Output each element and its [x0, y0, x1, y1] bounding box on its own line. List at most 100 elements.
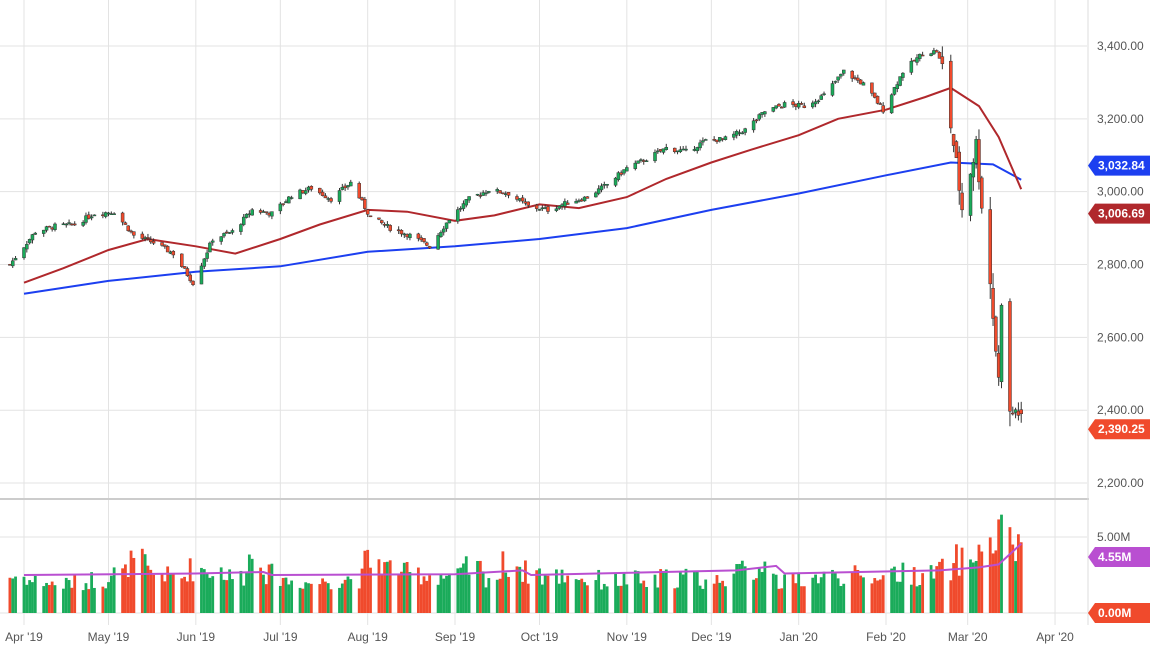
- candle-body: [64, 223, 69, 226]
- candle-body: [523, 201, 528, 204]
- candle-body: [112, 213, 116, 215]
- volume-bar: [893, 566, 896, 613]
- candle-body: [202, 258, 207, 267]
- volume-bar: [1000, 514, 1003, 613]
- volume-bar: [495, 579, 499, 613]
- candle-body: [180, 253, 184, 267]
- volume-bar: [132, 557, 136, 613]
- volume-bar: [163, 581, 167, 613]
- volume-bar: [1008, 527, 1012, 613]
- volume-bar: [447, 573, 451, 613]
- candle-body: [132, 231, 136, 236]
- volume-bar: [53, 585, 57, 613]
- candle-body: [977, 139, 981, 183]
- volume-bar: [205, 573, 209, 613]
- volume-bar: [797, 573, 801, 613]
- candle-body: [1016, 410, 1021, 416]
- volume-bar: [377, 559, 381, 613]
- volume-bar: [400, 571, 403, 613]
- volume-bar: [546, 575, 550, 613]
- candle-body: [241, 216, 246, 225]
- volume-bar: [763, 561, 767, 613]
- volume-bar: [743, 566, 747, 613]
- volume-bar: [909, 584, 913, 613]
- volume-bar: [605, 586, 609, 613]
- volume-bar: [811, 577, 815, 613]
- volume-bar: [121, 568, 124, 613]
- candle-body: [692, 149, 697, 151]
- volume-bar: [580, 578, 584, 613]
- volume-bar: [653, 574, 657, 613]
- candle-body: [143, 237, 147, 240]
- candle-body: [160, 242, 164, 246]
- candle-body: [458, 208, 463, 210]
- volume-bar: [684, 568, 688, 613]
- candle-body: [402, 233, 407, 236]
- candle-body: [915, 57, 919, 63]
- volume-bar: [822, 571, 826, 613]
- volume-bar: [442, 578, 446, 613]
- volume-bar: [850, 571, 854, 613]
- x-tick-label: Aug '19: [348, 630, 389, 644]
- x-tick-label: Jun '19: [177, 630, 216, 644]
- candle-body: [639, 159, 643, 161]
- volume-bar: [718, 582, 722, 613]
- ma-200-tag-shape: [1088, 155, 1150, 176]
- candle-body: [701, 140, 705, 143]
- volume-bar: [752, 579, 756, 613]
- volume-bar: [912, 567, 916, 613]
- candle-body: [918, 53, 922, 59]
- volume-bar: [416, 567, 420, 613]
- candle-body: [563, 201, 567, 207]
- candle-body: [774, 105, 778, 109]
- volume-bar: [664, 569, 668, 613]
- volume-bar: [929, 565, 933, 613]
- volume-bar: [586, 585, 589, 613]
- volume-bar: [957, 575, 961, 613]
- candle-body: [419, 237, 423, 241]
- x-tick-label: Jul '19: [263, 630, 298, 644]
- candle-body: [920, 54, 925, 57]
- volume-bar: [814, 574, 817, 613]
- volume-bar: [191, 581, 195, 613]
- candle-body: [425, 242, 429, 246]
- candle-body: [447, 220, 452, 224]
- volume-bar: [757, 568, 761, 613]
- candle-body: [557, 205, 561, 209]
- volume-bar: [853, 565, 857, 613]
- candle-body: [782, 102, 787, 108]
- candle-body: [481, 192, 485, 196]
- volume-bar: [526, 583, 530, 613]
- candle-body: [149, 239, 153, 243]
- volume-bar: [836, 578, 840, 613]
- volume-bar: [343, 579, 347, 613]
- volume-bar: [262, 574, 265, 613]
- candle-body: [503, 193, 508, 195]
- candle-body: [363, 198, 367, 209]
- volume-bar: [636, 571, 640, 613]
- candle-body: [771, 107, 776, 112]
- candle-body: [103, 212, 108, 217]
- candle-body: [70, 223, 74, 226]
- candle-body: [934, 50, 939, 53]
- volume-bar: [478, 560, 482, 613]
- volume-bar: [952, 563, 956, 613]
- price-tick-label: 3,400.00: [1097, 39, 1144, 53]
- candle-body: [718, 137, 722, 142]
- volume-bar: [287, 584, 291, 613]
- price-tick-label: 2,800.00: [1097, 258, 1144, 272]
- volume-bar: [816, 583, 820, 613]
- candle-body: [822, 93, 826, 96]
- volume-bar: [228, 569, 232, 613]
- candle-body: [839, 73, 843, 77]
- candle-body: [205, 252, 209, 259]
- candle-body: [534, 204, 539, 209]
- volume-bar: [242, 585, 246, 613]
- candle-body: [777, 103, 781, 107]
- volume-bar: [301, 588, 305, 613]
- candle-body: [357, 183, 361, 199]
- volume-bar: [267, 564, 271, 613]
- candle-body: [537, 209, 542, 211]
- volume-bar: [642, 580, 646, 613]
